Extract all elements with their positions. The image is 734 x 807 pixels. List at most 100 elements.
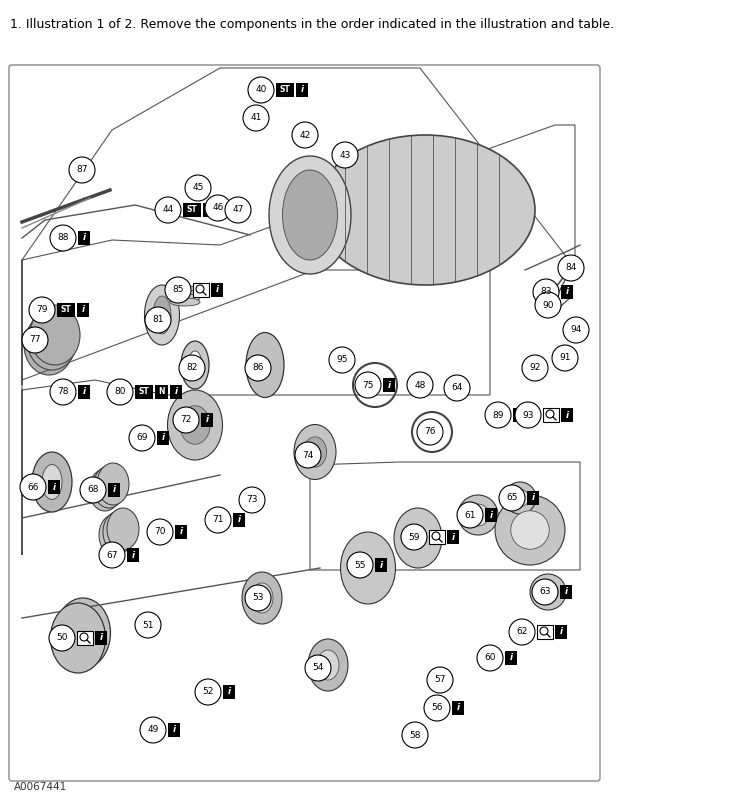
Circle shape [532,579,558,605]
Text: ST: ST [186,206,197,215]
Text: 72: 72 [181,416,192,424]
Circle shape [305,655,331,681]
FancyBboxPatch shape [485,508,497,522]
Ellipse shape [99,514,131,556]
Text: i: i [175,387,178,396]
Text: i: i [457,704,459,713]
FancyBboxPatch shape [170,385,182,399]
Text: 56: 56 [432,704,443,713]
Circle shape [245,355,271,381]
Ellipse shape [42,465,62,500]
Text: 90: 90 [542,300,553,310]
Circle shape [140,717,166,743]
Text: 41: 41 [250,114,262,123]
Text: 95: 95 [336,356,348,365]
Circle shape [563,317,589,343]
Circle shape [295,442,321,468]
Text: 40: 40 [255,86,266,94]
Text: 82: 82 [186,363,197,373]
Text: i: i [52,483,56,491]
Circle shape [499,485,525,511]
FancyBboxPatch shape [168,723,180,737]
Text: i: i [237,516,241,525]
FancyBboxPatch shape [555,625,567,639]
Ellipse shape [188,351,202,379]
Text: 91: 91 [559,353,571,362]
FancyBboxPatch shape [203,203,215,217]
Ellipse shape [56,598,111,668]
Circle shape [329,347,355,373]
Circle shape [185,175,211,201]
Text: 77: 77 [29,336,41,345]
Circle shape [173,407,199,433]
Text: i: i [559,628,562,637]
FancyBboxPatch shape [561,285,573,299]
FancyBboxPatch shape [296,83,308,97]
Text: 83: 83 [540,287,552,296]
Text: A0067441: A0067441 [14,782,68,792]
Circle shape [504,482,536,514]
Circle shape [50,379,76,405]
Circle shape [402,722,428,748]
Circle shape [179,355,205,381]
Ellipse shape [341,532,396,604]
FancyBboxPatch shape [543,408,559,422]
Circle shape [248,77,274,103]
FancyBboxPatch shape [155,385,168,399]
Text: 75: 75 [363,380,374,390]
FancyBboxPatch shape [57,303,75,317]
Text: 50: 50 [57,633,68,642]
Text: i: i [300,86,304,94]
Circle shape [530,574,566,610]
Circle shape [225,197,251,223]
Text: 64: 64 [451,383,462,392]
FancyBboxPatch shape [513,408,525,422]
Text: 87: 87 [76,165,88,174]
Ellipse shape [170,294,200,302]
Text: 66: 66 [27,483,39,491]
Text: ST: ST [280,86,291,94]
Text: 54: 54 [312,663,324,672]
Text: N: N [159,387,164,396]
Text: 42: 42 [299,131,310,140]
Text: 63: 63 [539,587,550,596]
FancyBboxPatch shape [211,283,223,297]
Text: i: i [379,561,382,570]
Ellipse shape [93,466,125,508]
Circle shape [332,142,358,168]
Text: i: i [82,233,86,242]
Text: i: i [99,633,103,642]
Text: 44: 44 [162,206,174,215]
Text: i: i [216,286,219,295]
Ellipse shape [317,650,339,680]
FancyBboxPatch shape [193,283,209,297]
Circle shape [538,582,558,602]
Ellipse shape [294,424,336,479]
Text: 71: 71 [212,516,224,525]
Circle shape [107,379,133,405]
Text: i: i [82,387,86,396]
FancyBboxPatch shape [78,385,90,399]
Circle shape [155,197,181,223]
FancyBboxPatch shape [276,83,294,97]
Circle shape [509,619,535,645]
Circle shape [205,195,231,221]
Circle shape [424,695,450,721]
Text: 57: 57 [435,675,446,684]
Text: 59: 59 [408,533,420,541]
Ellipse shape [303,437,327,467]
Ellipse shape [27,310,77,370]
Ellipse shape [315,135,535,285]
Text: i: i [131,550,134,559]
Circle shape [477,645,503,671]
Text: 94: 94 [570,325,581,334]
Text: i: i [565,287,569,296]
FancyBboxPatch shape [560,585,572,599]
Ellipse shape [283,170,338,260]
Ellipse shape [251,583,273,613]
Text: ST: ST [139,387,150,396]
Circle shape [165,277,191,303]
Text: i: i [172,725,175,734]
FancyBboxPatch shape [135,385,153,399]
Circle shape [355,372,381,398]
